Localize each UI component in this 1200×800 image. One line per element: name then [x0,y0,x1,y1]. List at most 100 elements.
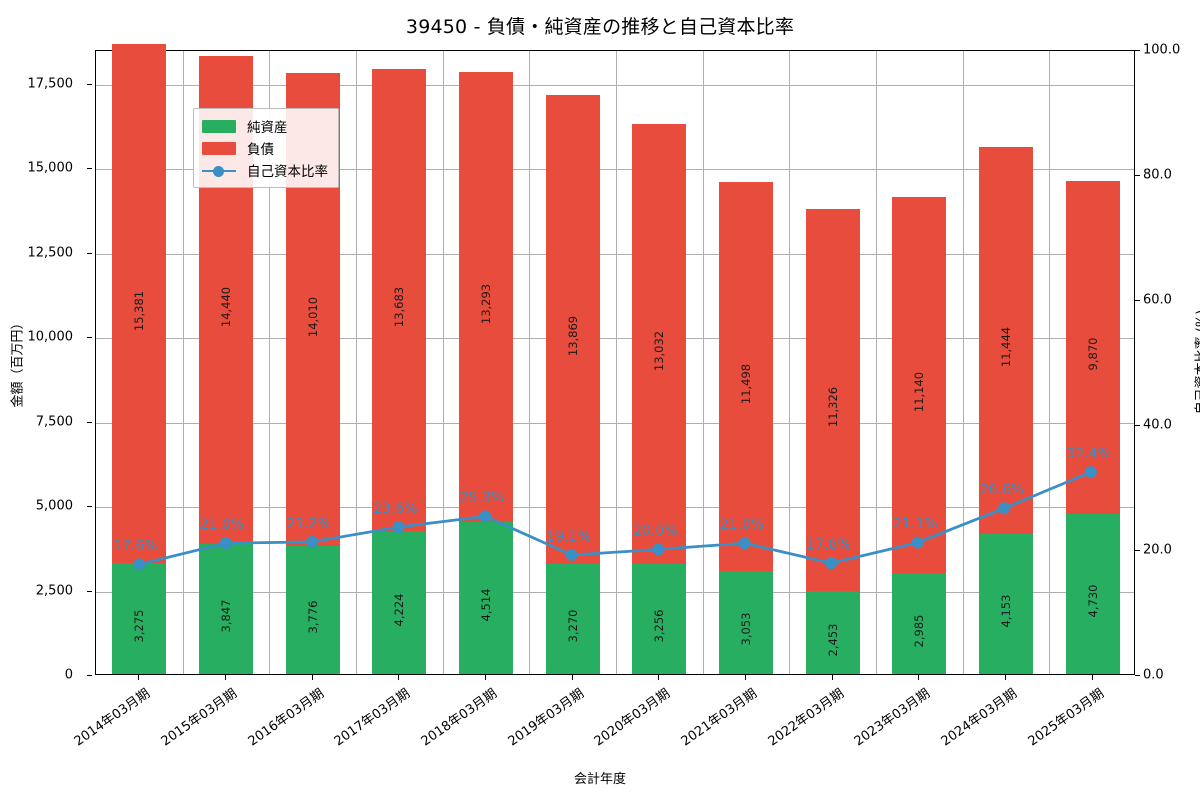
x-axis-tick-mark [1005,675,1006,680]
x-axis-tick-label: 2020年03月期 [592,686,674,750]
bar-segment-equity[interactable]: 3,053 [719,570,773,674]
ratio-line-layer [96,51,1134,674]
bar-stack[interactable]: 13,293 4,514 [459,72,513,674]
bar-segment-liability[interactable]: 13,869 [545,94,600,564]
right-axis-tick-mark [1135,675,1140,676]
x-axis-tick-mark [658,675,660,680]
left-axis-tick-mark [87,421,92,423]
bar-stack[interactable]: 13,869 3,270 [545,94,600,674]
gridline-vertical [182,51,184,674]
bar-stack[interactable]: 11,326 2,453 [805,208,860,674]
bar-segment-liability[interactable]: 13,683 [372,69,427,532]
gridline-horizontal [96,591,1134,593]
right-axis-tick-mark [1135,50,1140,51]
x-axis-tick-label: 2016年03月期 [245,686,327,750]
left-axis-tick-label: 2,500 [35,583,73,599]
ratio-point-marker[interactable] [1084,466,1097,479]
gridline-vertical [529,51,531,674]
x-axis-tick-mark [571,675,573,680]
ratio-point-marker[interactable] [392,520,405,533]
bar-segment-liability[interactable]: 13,293 [459,72,513,522]
bar-segment-equity[interactable]: 3,776 [285,546,340,674]
gridline-horizontal [96,84,1134,86]
legend-line-icon [202,164,236,177]
bar-stack[interactable]: 13,032 3,256 [632,123,687,674]
gridline-vertical [702,51,704,674]
bar-segment-equity[interactable]: 3,847 [199,544,253,674]
gridline-vertical [616,51,617,674]
x-axis-tick-mark [1091,675,1093,680]
legend-swatch-icon [202,119,236,133]
bar-stack[interactable]: 11,140 2,985 [892,196,947,674]
left-axis-tick-label: 17,500 [27,76,74,92]
legend-item[interactable]: 負債 [202,137,328,159]
ratio-value-label: 21.2% [286,515,331,532]
legend-marker-dot-icon [213,166,224,177]
bar-segment-liability[interactable]: 11,326 [805,208,860,592]
legend-swatch-icon [202,141,236,155]
gridline-horizontal [96,169,1134,171]
bar-stack[interactable]: 11,444 4,153 [979,147,1033,674]
bar-stack[interactable]: 11,498 3,053 [719,182,773,674]
bar-stack[interactable]: 13,683 4,224 [372,69,427,674]
bar-segment-equity[interactable]: 3,256 [632,564,687,674]
x-axis-tick-label: 2014年03月期 [72,686,154,750]
ratio-point-marker[interactable] [652,543,665,556]
gridline-vertical [356,51,357,674]
right-axis-tick-mark [1135,300,1140,301]
bar-stack[interactable]: 9,870 4,730 [1065,180,1120,674]
gridline-horizontal [96,422,1134,424]
legend-item[interactable]: 純資産 [202,115,328,137]
bar-segment-liability[interactable]: 11,444 [979,147,1033,534]
ratio-point-marker[interactable] [565,549,578,561]
bar-segment-equity[interactable]: 4,514 [459,521,513,674]
gridline-vertical [269,51,271,674]
right-axis-tick-mark [1135,425,1140,426]
ratio-point-marker[interactable] [219,537,232,550]
bar-segment-liability[interactable]: 11,498 [719,182,773,571]
left-axis-tick-mark [87,590,92,592]
x-axis-tick-label: 2022年03月期 [765,686,847,750]
ratio-value-label: 20.0% [633,523,678,539]
bar-segment-equity[interactable]: 3,270 [545,563,600,674]
right-axis-tick-label: 0.0 [1143,667,1164,683]
bar-segment-equity[interactable]: 4,730 [1065,514,1120,674]
bar-segment-equity[interactable]: 2,453 [805,591,860,674]
left-axis-tick-label: 12,500 [27,245,74,261]
bar-segment-liability[interactable]: 13,032 [632,123,687,564]
bar-segment-equity[interactable]: 3,275 [112,563,167,674]
ratio-point-marker[interactable] [133,558,146,571]
bar-segment-equity[interactable]: 4,153 [979,533,1033,674]
ratio-point-marker[interactable] [306,535,319,548]
left-axis-tick-label: 10,000 [27,329,74,345]
left-axis-tick-mark [87,675,92,676]
right-axis-tick-label: 60.0 [1143,292,1172,308]
right-axis-tick-labels: 0.0 20.0 40.0 60.0 80.0 100.0 [1143,43,1200,683]
bar-segment-equity[interactable]: 4,224 [372,531,427,674]
bar-segment-liability[interactable]: 15,381 [112,43,167,564]
ratio-point-marker[interactable] [479,510,492,523]
ratio-value-label: 19.1% [546,528,591,545]
x-axis-tick-mark [745,675,746,680]
right-axis-tick-mark [1135,175,1140,176]
ratio-point-marker[interactable] [911,536,924,549]
ratio-point-marker[interactable] [998,502,1011,515]
right-axis-tick-label: 20.0 [1143,542,1172,558]
right-axis-tick-label: 100.0 [1143,42,1181,58]
bar-segment-liability[interactable]: 9,870 [1065,180,1120,515]
chart-legend[interactable]: 純資産 負債 自己資本比率 [193,108,339,188]
bar-stack[interactable]: 15,381 3,275 [112,43,167,674]
gridline-vertical [789,51,791,674]
ratio-point-marker[interactable] [825,557,838,570]
right-axis-tick-marks [1135,50,1145,676]
left-axis-tick-mark [87,337,92,339]
ratio-point-marker[interactable] [738,537,751,550]
ratio-value-label: 17.8% [806,536,851,553]
right-axis-title: 自己資本比率 (%) [1194,309,1200,415]
bar-segment-liability[interactable]: 11,140 [892,196,947,574]
bar-segment-equity[interactable]: 2,985 [892,573,947,674]
legend-item[interactable]: 自己資本比率 [202,159,328,181]
gridline-horizontal [96,338,1134,340]
ratio-value-label: 32.4% [1066,445,1111,462]
